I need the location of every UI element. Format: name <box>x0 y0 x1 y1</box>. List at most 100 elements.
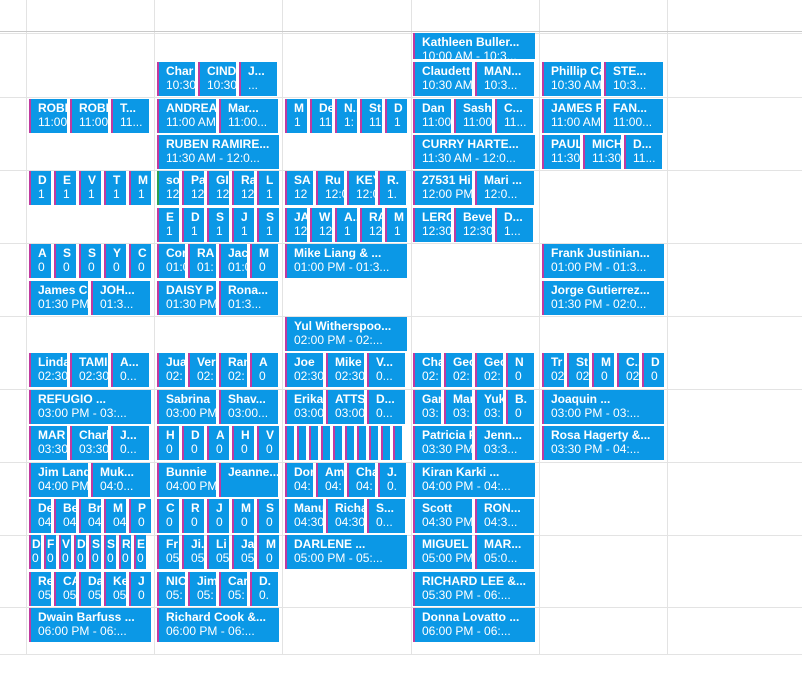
appointment-block[interactable]: Ra12 <box>232 171 254 205</box>
appointment-block[interactable]: Cha02: <box>413 353 441 387</box>
appointment-block[interactable]: D. 0. <box>250 572 278 606</box>
appointment-block[interactable]: Manu 04:30 <box>285 499 323 533</box>
appointment-block[interactable]: Kathleen Buller... 10:00 AM - 10:3... <box>413 33 535 59</box>
appointment-block[interactable]: Muk... 04:0... <box>91 463 150 497</box>
appointment-block[interactable]: ATTS 03:00 <box>326 390 364 424</box>
appointment-block[interactable]: CURRY HARTE... 11:30 AM - 12:0... <box>413 135 535 169</box>
appointment-block[interactable]: 27531 Hi 12:00 PM <box>413 171 472 205</box>
appointment-block[interactable]: Ja 05 <box>232 535 254 569</box>
appointment-block[interactable]: Jim Land 04:00 PM <box>29 463 88 497</box>
appointment-block[interactable] <box>333 426 342 460</box>
appointment-block[interactable] <box>321 426 330 460</box>
appointment-block[interactable]: so 12 <box>157 171 179 205</box>
appointment-block[interactable]: Mari ... 12:0... <box>475 171 534 205</box>
appointment-block[interactable]: JOH... 01:3... <box>91 281 150 315</box>
appointment-block[interactable]: V... 0... <box>367 353 405 387</box>
appointment-block[interactable]: ROBE11:00 <box>70 99 108 133</box>
appointment-block[interactable]: Shav... 03:00... <box>219 390 278 424</box>
appointment-block[interactable]: RICHARD LEE &... 05:30 PM - 06:... <box>413 572 535 606</box>
appointment-block[interactable]: Jeanne... <box>219 463 278 497</box>
appointment-block[interactable]: Da05 <box>79 572 101 606</box>
appointment-block[interactable]: D... 0... <box>367 390 405 424</box>
appointment-block[interactable]: RUBEN RAMIRE... 11:30 AM - 12:0... <box>157 135 279 169</box>
appointment-block[interactable]: N..1: <box>335 99 357 133</box>
appointment-block[interactable]: Br 04 <box>79 499 101 533</box>
appointment-block[interactable]: Char 10:30 <box>157 62 195 96</box>
appointment-block[interactable]: Charl 03:30 <box>70 426 108 460</box>
appointment-block[interactable]: Joe 02:30 <box>285 353 323 387</box>
appointment-block[interactable]: Mar03: <box>444 390 472 424</box>
appointment-block[interactable]: James C 01:30 PM <box>29 281 88 315</box>
appointment-block[interactable]: St 02 <box>567 353 589 387</box>
appointment-block[interactable]: Jim 05: <box>188 572 216 606</box>
appointment-block[interactable]: REFUGIO ... 03:00 PM - 03:... <box>29 390 151 424</box>
appointment-block[interactable]: Pa12 <box>182 171 204 205</box>
appointment-block[interactable]: De04 <box>29 499 51 533</box>
appointment-block[interactable]: Ke05 <box>104 572 126 606</box>
appointment-block[interactable]: A... 0... <box>111 353 149 387</box>
appointment-block[interactable]: Mike 02:30 <box>326 353 364 387</box>
appointment-block[interactable]: C... 11... <box>495 99 533 133</box>
appointment-block[interactable]: Richa04:30 <box>326 499 364 533</box>
appointment-block[interactable]: JAMES P 11:00 AM <box>542 99 601 133</box>
appointment-block[interactable]: Sasha11:00 <box>454 99 492 133</box>
appointment-block[interactable]: Patricia F 03:30 PM <box>413 426 472 460</box>
appointment-block[interactable]: Car 05: <box>219 572 247 606</box>
appointment-block[interactable]: Kiran Karki ... 04:00 PM - 04:... <box>413 463 535 497</box>
appointment-block[interactable]: MAR... 05:0... <box>475 535 534 569</box>
appointment-block[interactable]: Phillip Ca 10:30 AM <box>542 62 601 96</box>
appointment-block[interactable]: S... 0... <box>367 499 405 533</box>
appointment-block[interactable]: Mar... 11:00... <box>219 99 278 133</box>
appointment-block[interactable]: CIND 10:30 <box>198 62 236 96</box>
appointment-block[interactable]: St 11 <box>360 99 382 133</box>
appointment-block[interactable]: J...... <box>239 62 277 96</box>
appointment-block[interactable]: Ran02: <box>219 353 247 387</box>
appointment-block[interactable]: MICH 11:30 <box>583 135 621 169</box>
appointment-block[interactable]: KEY12:0 <box>347 171 375 205</box>
appointment-block[interactable]: Gar 03: <box>413 390 441 424</box>
appointment-block[interactable]: De11 <box>310 99 332 133</box>
appointment-block[interactable] <box>297 426 306 460</box>
appointment-block[interactable]: Li 05 <box>207 535 229 569</box>
appointment-block[interactable]: Ver 02: <box>188 353 216 387</box>
appointment-block[interactable]: J... 0... <box>111 426 149 460</box>
appointment-block[interactable]: DARLENE ... 05:00 PM - 05:... <box>285 535 407 569</box>
appointment-block[interactable]: GI 12 <box>207 171 229 205</box>
appointment-block[interactable]: Rona... 01:3... <box>219 281 278 315</box>
appointment-block[interactable]: MIGUEL 05:00 PM <box>413 535 472 569</box>
appointment-block[interactable]: Dan 11:00 <box>413 99 451 133</box>
appointment-block[interactable]: NIC 05: <box>157 572 185 606</box>
appointment-block[interactable]: DAISY P 01:30 PM <box>157 281 216 315</box>
appointment-block[interactable]: SA 12 <box>285 171 313 205</box>
appointment-block[interactable]: Cha04: <box>347 463 375 497</box>
appointment-block[interactable]: Jenn... 03:3... <box>475 426 534 460</box>
